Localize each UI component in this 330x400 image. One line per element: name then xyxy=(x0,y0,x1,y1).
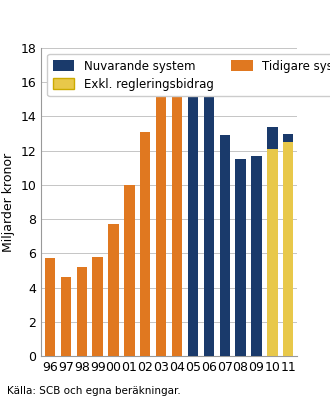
Bar xyxy=(140,132,150,356)
Bar xyxy=(235,159,246,356)
Bar xyxy=(267,127,278,356)
Bar xyxy=(267,149,278,356)
Text: Källa: SCB och egna beräkningar.: Källa: SCB och egna beräkningar. xyxy=(7,386,181,396)
Bar xyxy=(204,94,214,356)
Bar xyxy=(219,135,230,356)
Bar xyxy=(283,134,293,356)
Legend: Nuvarande system, Exkl. regleringsbidrag, Tidigare system: Nuvarande system, Exkl. regleringsbidrag… xyxy=(47,54,330,96)
Bar xyxy=(172,92,182,356)
Bar xyxy=(156,87,166,356)
Bar xyxy=(283,142,293,356)
Bar xyxy=(77,267,87,356)
Bar xyxy=(251,156,262,356)
Bar xyxy=(45,258,55,356)
Bar xyxy=(92,257,103,356)
Bar xyxy=(108,224,119,356)
Y-axis label: Miljarder kronor: Miljarder kronor xyxy=(2,152,15,252)
Bar xyxy=(124,185,135,356)
Bar xyxy=(188,91,198,356)
Bar xyxy=(61,277,71,356)
